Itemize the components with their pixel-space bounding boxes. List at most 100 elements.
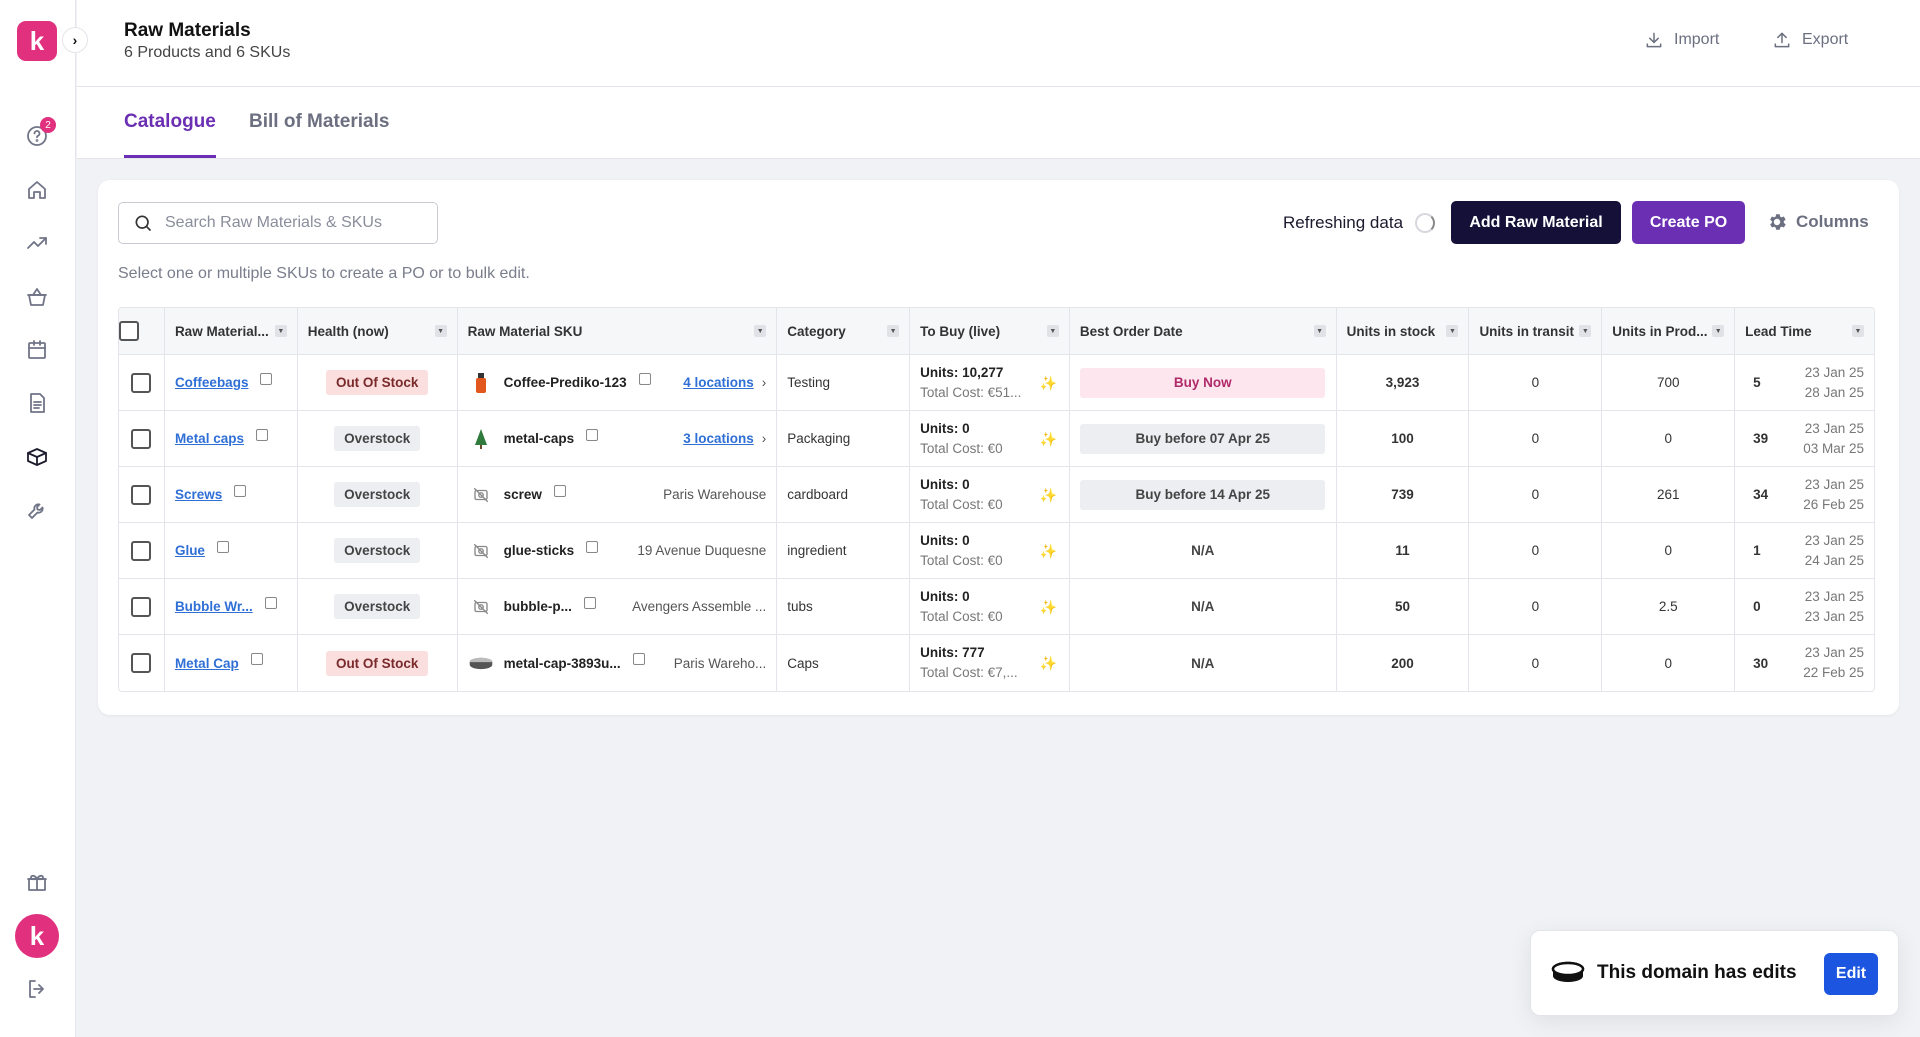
copy-icon[interactable] bbox=[250, 653, 263, 665]
raw-material-link[interactable]: Screws bbox=[174, 487, 223, 502]
units-in-transit: 0 bbox=[1531, 655, 1540, 671]
logout-icon[interactable] bbox=[23, 975, 51, 1003]
search-input[interactable] bbox=[165, 214, 415, 232]
table-row[interactable]: Screws Overstock screw Paris Warehouse cardb… bbox=[119, 467, 1874, 523]
sort-icon[interactable]: ▼ bbox=[1852, 325, 1864, 337]
raw-material-link[interactable]: Metal Cap bbox=[174, 655, 239, 671]
copy-icon[interactable] bbox=[583, 596, 596, 609]
column-header[interactable]: Units in Prod... ▼ bbox=[1602, 308, 1736, 354]
app-logo[interactable]: k bbox=[17, 21, 57, 61]
copy-icon[interactable] bbox=[638, 372, 651, 385]
row-checkbox[interactable] bbox=[131, 540, 152, 561]
copy-icon[interactable] bbox=[264, 596, 277, 609]
lead-end-date: 23 Jan 25 bbox=[1804, 608, 1864, 624]
sort-icon[interactable]: ▼ bbox=[434, 325, 447, 337]
row-checkbox[interactable] bbox=[131, 372, 152, 393]
column-header[interactable]: To Buy (live) ▼ bbox=[910, 308, 1070, 354]
help-icon[interactable] bbox=[23, 122, 51, 150]
sort-icon[interactable]: ▼ bbox=[1446, 325, 1459, 337]
column-header[interactable]: Raw Material SKU ▼ bbox=[458, 308, 778, 354]
row-checkbox[interactable] bbox=[131, 484, 152, 505]
search-box[interactable] bbox=[118, 202, 438, 244]
tab-catalogue[interactable]: Catalogue bbox=[124, 111, 216, 158]
copy-icon[interactable] bbox=[216, 540, 229, 553]
edit-button[interactable]: Edit bbox=[1824, 953, 1878, 995]
to-buy-cost: Total Cost: €0 bbox=[920, 440, 1003, 456]
chevron-right-icon[interactable]: › bbox=[761, 375, 767, 390]
basket-icon[interactable] bbox=[23, 283, 51, 311]
sort-icon[interactable]: ▼ bbox=[1712, 325, 1725, 337]
sparkle-icon: ✨ bbox=[1039, 655, 1057, 671]
sparkle-icon: ✨ bbox=[1039, 375, 1057, 391]
row-checkbox[interactable] bbox=[131, 428, 152, 449]
table-row[interactable]: Coffeebags Out Of Stock Coffee-Prediko-123… bbox=[119, 355, 1874, 411]
sparkle-icon: ✨ bbox=[1039, 431, 1057, 447]
trending-icon[interactable] bbox=[23, 229, 51, 257]
create-po-button[interactable]: Create PO bbox=[1632, 201, 1745, 244]
sort-icon[interactable]: ▼ bbox=[1313, 325, 1326, 337]
copy-icon[interactable] bbox=[260, 372, 273, 385]
sort-icon[interactable]: ▼ bbox=[754, 325, 767, 337]
gift-icon[interactable] bbox=[23, 868, 51, 896]
raw-material-link[interactable]: Glue bbox=[174, 543, 205, 558]
column-header[interactable]: Raw Material... ▼ bbox=[165, 308, 298, 354]
column-header[interactable]: Units in transit ▼ bbox=[1469, 308, 1603, 354]
copy-icon[interactable] bbox=[255, 428, 268, 441]
sort-icon[interactable]: ▼ bbox=[1579, 325, 1592, 337]
box-icon[interactable] bbox=[23, 443, 51, 471]
chevron-right-icon[interactable]: › bbox=[761, 431, 767, 446]
copy-icon[interactable] bbox=[586, 428, 599, 441]
copy-icon[interactable] bbox=[586, 540, 599, 553]
home-icon[interactable] bbox=[23, 176, 51, 204]
best-order-date: N/A bbox=[1191, 543, 1215, 558]
to-buy-cost: Total Cost: €0 bbox=[920, 552, 1003, 568]
sort-icon[interactable]: ▼ bbox=[1046, 325, 1059, 337]
tab-bill-of-materials[interactable]: Bill of Materials bbox=[249, 111, 390, 132]
lead-end-date: 24 Jan 25 bbox=[1804, 552, 1864, 568]
sort-icon[interactable]: ▼ bbox=[274, 325, 287, 337]
table-row[interactable]: Metal Cap Out Of Stock metal-cap-3893u... P… bbox=[119, 635, 1874, 691]
column-header[interactable]: Units in stock ▼ bbox=[1337, 308, 1470, 354]
copy-icon[interactable] bbox=[553, 484, 566, 497]
table-row[interactable]: Glue Overstock glue-sticks 19 Avenue Duques… bbox=[119, 523, 1874, 579]
column-header[interactable]: Best Order Date ▼ bbox=[1070, 308, 1337, 354]
search-icon bbox=[135, 215, 152, 232]
columns-button[interactable]: Columns bbox=[1766, 211, 1869, 233]
to-buy-cost: Total Cost: €7,... bbox=[920, 665, 1018, 680]
copy-icon[interactable] bbox=[234, 484, 247, 497]
selection-hint: Select one or multiple SKUs to create a … bbox=[118, 265, 530, 282]
document-icon[interactable] bbox=[23, 389, 51, 417]
calendar-icon[interactable] bbox=[23, 336, 51, 364]
wrench-icon[interactable] bbox=[23, 496, 51, 524]
export-button[interactable]: Export bbox=[1772, 30, 1848, 50]
table-row[interactable]: Bubble Wr... Overstock bubble-p... Avengers… bbox=[119, 579, 1874, 635]
best-order-date: N/A bbox=[1191, 599, 1215, 614]
add-raw-material-button[interactable]: Add Raw Material bbox=[1451, 201, 1621, 244]
table-header-row: Raw Material... ▼ Health (now) ▼ Raw Mater… bbox=[119, 308, 1874, 355]
product-thumbnail bbox=[468, 482, 494, 508]
sparkle-icon: ✨ bbox=[1039, 543, 1057, 559]
sku-location[interactable]: 3 locations bbox=[683, 431, 754, 446]
table-row[interactable]: Metal caps Overstock metal-caps 3 locations… bbox=[119, 411, 1874, 467]
select-all-checkbox[interactable] bbox=[119, 321, 139, 341]
refresh-status: Refreshing data bbox=[1283, 213, 1436, 233]
to-buy-units: Units: 0 bbox=[920, 420, 970, 436]
column-header[interactable]: Health (now) ▼ bbox=[298, 308, 458, 354]
sort-icon[interactable]: ▼ bbox=[887, 325, 900, 337]
expand-sidebar-button[interactable]: › bbox=[62, 27, 88, 53]
column-header[interactable]: Category ▼ bbox=[777, 308, 911, 354]
import-button[interactable]: Import bbox=[1644, 30, 1719, 50]
raw-material-link[interactable]: Bubble Wr... bbox=[174, 599, 253, 614]
toast-message: This domain has edits bbox=[1597, 962, 1797, 983]
row-checkbox[interactable] bbox=[131, 596, 152, 617]
column-header[interactable]: Lead Time ▼ bbox=[1735, 308, 1874, 354]
copy-icon[interactable] bbox=[632, 653, 645, 665]
row-checkbox[interactable] bbox=[131, 653, 152, 673]
raw-material-link[interactable]: Coffeebags bbox=[174, 375, 249, 390]
sku-location[interactable]: 4 locations bbox=[683, 375, 754, 390]
user-avatar[interactable]: k bbox=[15, 914, 59, 958]
best-order-date: Buy Now bbox=[1080, 367, 1326, 398]
raw-material-link[interactable]: Metal caps bbox=[174, 431, 244, 446]
category: Caps bbox=[787, 655, 819, 671]
catalogue-card: Select one or multiple SKUs to create a … bbox=[98, 180, 1899, 715]
